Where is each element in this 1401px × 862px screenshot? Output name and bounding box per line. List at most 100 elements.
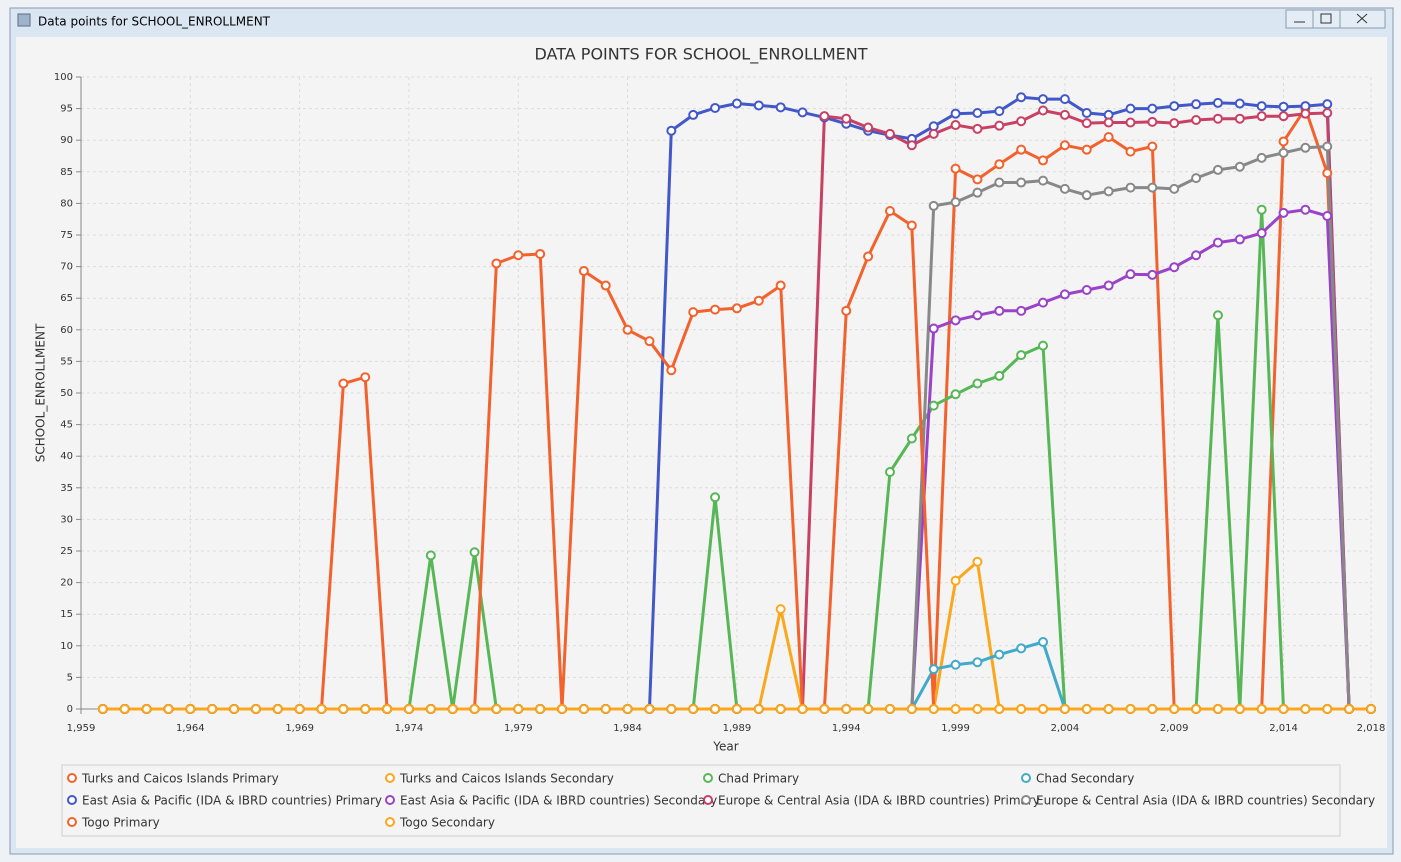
data-point	[1256, 228, 1267, 239]
data-point	[1169, 262, 1180, 273]
data-point	[1147, 269, 1158, 280]
data-point	[1322, 99, 1333, 110]
data-point	[1278, 147, 1289, 158]
data-point	[1234, 704, 1245, 714]
data-point	[1191, 704, 1202, 714]
x-axis-label: Year	[712, 740, 738, 754]
maximize-button[interactable]	[1312, 9, 1341, 29]
data-point	[906, 433, 917, 444]
data-point	[1081, 284, 1092, 295]
data-point	[884, 128, 895, 139]
data-point	[1016, 177, 1027, 188]
legend-label: Turks and Caicos Islands Primary	[81, 772, 279, 786]
data-point	[994, 649, 1005, 660]
data-point	[1016, 643, 1027, 654]
data-point	[972, 556, 983, 567]
data-point	[1278, 136, 1289, 147]
x-tick-label: 1,984	[613, 723, 642, 734]
data-point	[207, 704, 218, 714]
data-point	[185, 704, 196, 714]
data-point	[644, 704, 655, 714]
y-tick-label: 40	[60, 451, 73, 462]
data-point	[1125, 146, 1136, 157]
minimize-button[interactable]	[1285, 9, 1314, 29]
data-point	[1125, 182, 1136, 193]
data-point	[469, 704, 480, 714]
y-tick-label: 55	[60, 356, 73, 367]
data-point	[950, 163, 961, 174]
data-point	[753, 100, 764, 111]
data-point	[753, 704, 764, 714]
legend-label: Chad Primary	[718, 772, 799, 786]
data-point	[972, 657, 983, 668]
data-point	[994, 370, 1005, 381]
data-point	[731, 303, 742, 314]
data-point	[994, 305, 1005, 316]
data-point	[1191, 114, 1202, 125]
window-title: Data points for SCHOOL_ENROLLMENT	[38, 15, 271, 29]
data-point	[1038, 175, 1049, 186]
data-point	[600, 704, 611, 714]
y-tick-label: 50	[60, 388, 73, 399]
data-point	[1212, 237, 1223, 248]
y-tick-label: 5	[67, 672, 73, 683]
data-point	[1234, 161, 1245, 172]
data-point	[141, 704, 152, 714]
data-point	[950, 389, 961, 400]
legend-label: Europe & Central Asia (IDA & IBRD countr…	[1036, 794, 1375, 808]
data-point	[1256, 111, 1267, 122]
y-tick-label: 35	[60, 483, 73, 494]
data-point	[1103, 132, 1114, 143]
legend-symbol	[385, 773, 395, 783]
data-point	[1081, 144, 1092, 155]
data-point	[97, 704, 108, 714]
y-tick-label: 95	[60, 104, 73, 115]
y-tick-label: 100	[54, 72, 73, 83]
data-point	[731, 704, 742, 714]
data-point	[688, 704, 699, 714]
data-point	[1212, 164, 1223, 175]
data-point	[1278, 111, 1289, 122]
data-point	[469, 547, 480, 558]
data-point	[250, 704, 261, 714]
legend-symbol	[385, 817, 395, 827]
data-point	[338, 378, 349, 389]
data-point	[1256, 704, 1267, 714]
data-point	[119, 704, 130, 714]
data-point	[775, 604, 786, 615]
legend-label: Europe & Central Asia (IDA & IBRD countr…	[718, 794, 1040, 808]
data-point	[928, 128, 939, 139]
data-point	[950, 120, 961, 131]
data-point	[994, 120, 1005, 131]
data-point	[557, 704, 568, 714]
data-point	[1322, 704, 1333, 714]
data-point	[1300, 108, 1311, 119]
data-point	[1169, 118, 1180, 129]
x-tick-label: 2,018	[1357, 723, 1386, 734]
y-tick-label: 60	[60, 325, 73, 336]
data-point	[1016, 704, 1027, 714]
data-point	[1103, 280, 1114, 291]
data-point	[666, 704, 677, 714]
data-point	[1016, 116, 1027, 127]
data-point	[1125, 103, 1136, 114]
data-point	[1169, 183, 1180, 194]
data-point	[884, 205, 895, 216]
data-point	[229, 704, 240, 714]
data-point	[447, 704, 458, 714]
legend-symbol	[67, 795, 77, 805]
data-point	[884, 704, 895, 714]
legend-label: Togo Secondary	[399, 816, 495, 830]
data-point	[1081, 704, 1092, 714]
data-point	[1059, 289, 1070, 300]
data-point	[950, 108, 961, 119]
data-point	[1081, 108, 1092, 119]
data-point	[1059, 94, 1070, 105]
y-tick-label: 45	[60, 420, 73, 431]
legend-symbol	[67, 817, 77, 827]
y-tick-label: 80	[60, 198, 73, 209]
data-point	[1256, 152, 1267, 163]
data-point	[1234, 234, 1245, 245]
